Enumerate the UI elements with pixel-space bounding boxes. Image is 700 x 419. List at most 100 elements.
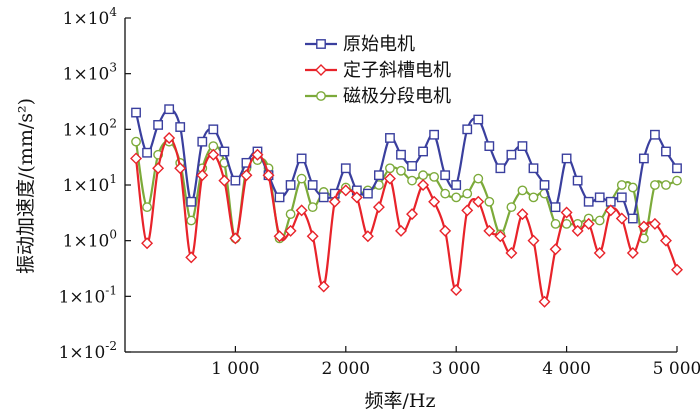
- data-point: [484, 141, 495, 151]
- data-point: [240, 169, 253, 182]
- legend-entry: 定子斜槽电机: [305, 60, 451, 81]
- y-tick-label: 1×10-2: [59, 339, 117, 363]
- data-point: [451, 192, 462, 203]
- data-point: [295, 204, 308, 217]
- y-tick-label: 1×104: [63, 5, 118, 29]
- data-point: [473, 173, 484, 184]
- legend-label: 定子斜槽电机: [343, 60, 451, 81]
- data-point: [659, 234, 672, 247]
- data-point: [164, 104, 175, 115]
- data-point: [339, 184, 352, 197]
- data-point: [561, 153, 572, 164]
- data-point: [361, 230, 374, 243]
- data-point: [604, 204, 617, 217]
- data-point: [307, 202, 318, 213]
- y-tick-label: 1×102: [63, 116, 117, 140]
- legend-label: 磁极分段电机: [343, 86, 451, 107]
- data-point: [407, 175, 417, 186]
- data-point: [273, 230, 286, 243]
- data-point: [527, 234, 540, 247]
- data-point: [186, 196, 197, 207]
- data-point: [483, 224, 496, 237]
- data-point: [505, 247, 518, 260]
- data-point: [218, 174, 231, 187]
- data-point: [428, 195, 441, 208]
- data-point: [506, 202, 517, 213]
- data-point: [616, 192, 627, 203]
- data-point: [571, 224, 584, 237]
- data-point: [306, 230, 319, 243]
- data-point: [560, 206, 573, 219]
- data-point: [627, 182, 638, 193]
- data-point: [495, 163, 506, 174]
- x-axis-label: 频率/Hz: [365, 390, 436, 412]
- data-point: [395, 224, 407, 237]
- data-point: [439, 224, 452, 237]
- data-point: [627, 213, 638, 224]
- data-point: [583, 196, 594, 207]
- legend-entry: 原始电机: [305, 34, 415, 55]
- data-point: [594, 192, 605, 203]
- data-point: [208, 124, 219, 135]
- data-point: [407, 161, 417, 171]
- data-point: [307, 180, 318, 190]
- data-point: [539, 180, 550, 190]
- data-point: [219, 146, 230, 157]
- y-tick-label: 1×100: [63, 228, 117, 252]
- data-point: [163, 131, 176, 144]
- data-point: [671, 263, 683, 276]
- data-point: [549, 243, 562, 256]
- x-tick-label: 5 000: [653, 359, 700, 379]
- data-point: [230, 175, 241, 186]
- data-point: [207, 148, 220, 161]
- data-point: [417, 179, 430, 191]
- data-point: [582, 217, 595, 230]
- data-point: [572, 175, 583, 186]
- data-point: [152, 162, 165, 175]
- data-point: [506, 149, 517, 160]
- data-point: [462, 124, 473, 135]
- y-tick-label: 1×101: [63, 172, 117, 196]
- data-point: [615, 212, 628, 225]
- data-point: [626, 247, 639, 260]
- data-point: [130, 152, 143, 165]
- legend-label: 原始电机: [343, 34, 415, 55]
- x-axis-ticks: 1 000 2 000 3 000 4 000 5 000: [211, 346, 700, 379]
- data-point: [131, 136, 141, 147]
- data-point: [406, 208, 419, 221]
- x-tick-label: 2 000: [321, 359, 370, 379]
- data-point: [385, 163, 395, 174]
- x-tick-label: 3 000: [432, 359, 481, 379]
- data-point: [285, 209, 296, 220]
- data-point: [594, 215, 605, 226]
- data-point: [528, 192, 539, 203]
- legend-marker: [316, 91, 326, 101]
- data-point: [131, 107, 141, 118]
- data-point: [462, 188, 473, 199]
- data-point: [418, 146, 428, 157]
- data-point: [185, 251, 198, 264]
- data-point: [251, 148, 264, 161]
- data-point: [661, 180, 671, 190]
- data-point: [672, 163, 682, 174]
- data-point: [418, 170, 428, 181]
- data-point: [538, 295, 551, 308]
- series-diamond: [130, 131, 683, 308]
- series-square: [131, 104, 682, 224]
- data-point: [274, 192, 285, 203]
- data-point: [593, 247, 606, 260]
- data-point: [472, 195, 485, 208]
- data-point: [383, 172, 396, 185]
- data-point: [175, 122, 186, 132]
- data-point: [174, 162, 187, 175]
- data-point: [153, 120, 164, 130]
- data-point: [340, 163, 351, 174]
- data-point: [197, 136, 208, 147]
- data-point: [328, 195, 341, 208]
- data-point: [396, 165, 406, 176]
- data-point: [637, 220, 650, 233]
- data-point: [440, 170, 451, 181]
- data-point: [650, 180, 660, 190]
- y-axis-ticks: 1×10-2 1×10-1 1×100 1×101 1×102 1×103 1×104: [59, 5, 131, 363]
- data-point: [284, 224, 297, 237]
